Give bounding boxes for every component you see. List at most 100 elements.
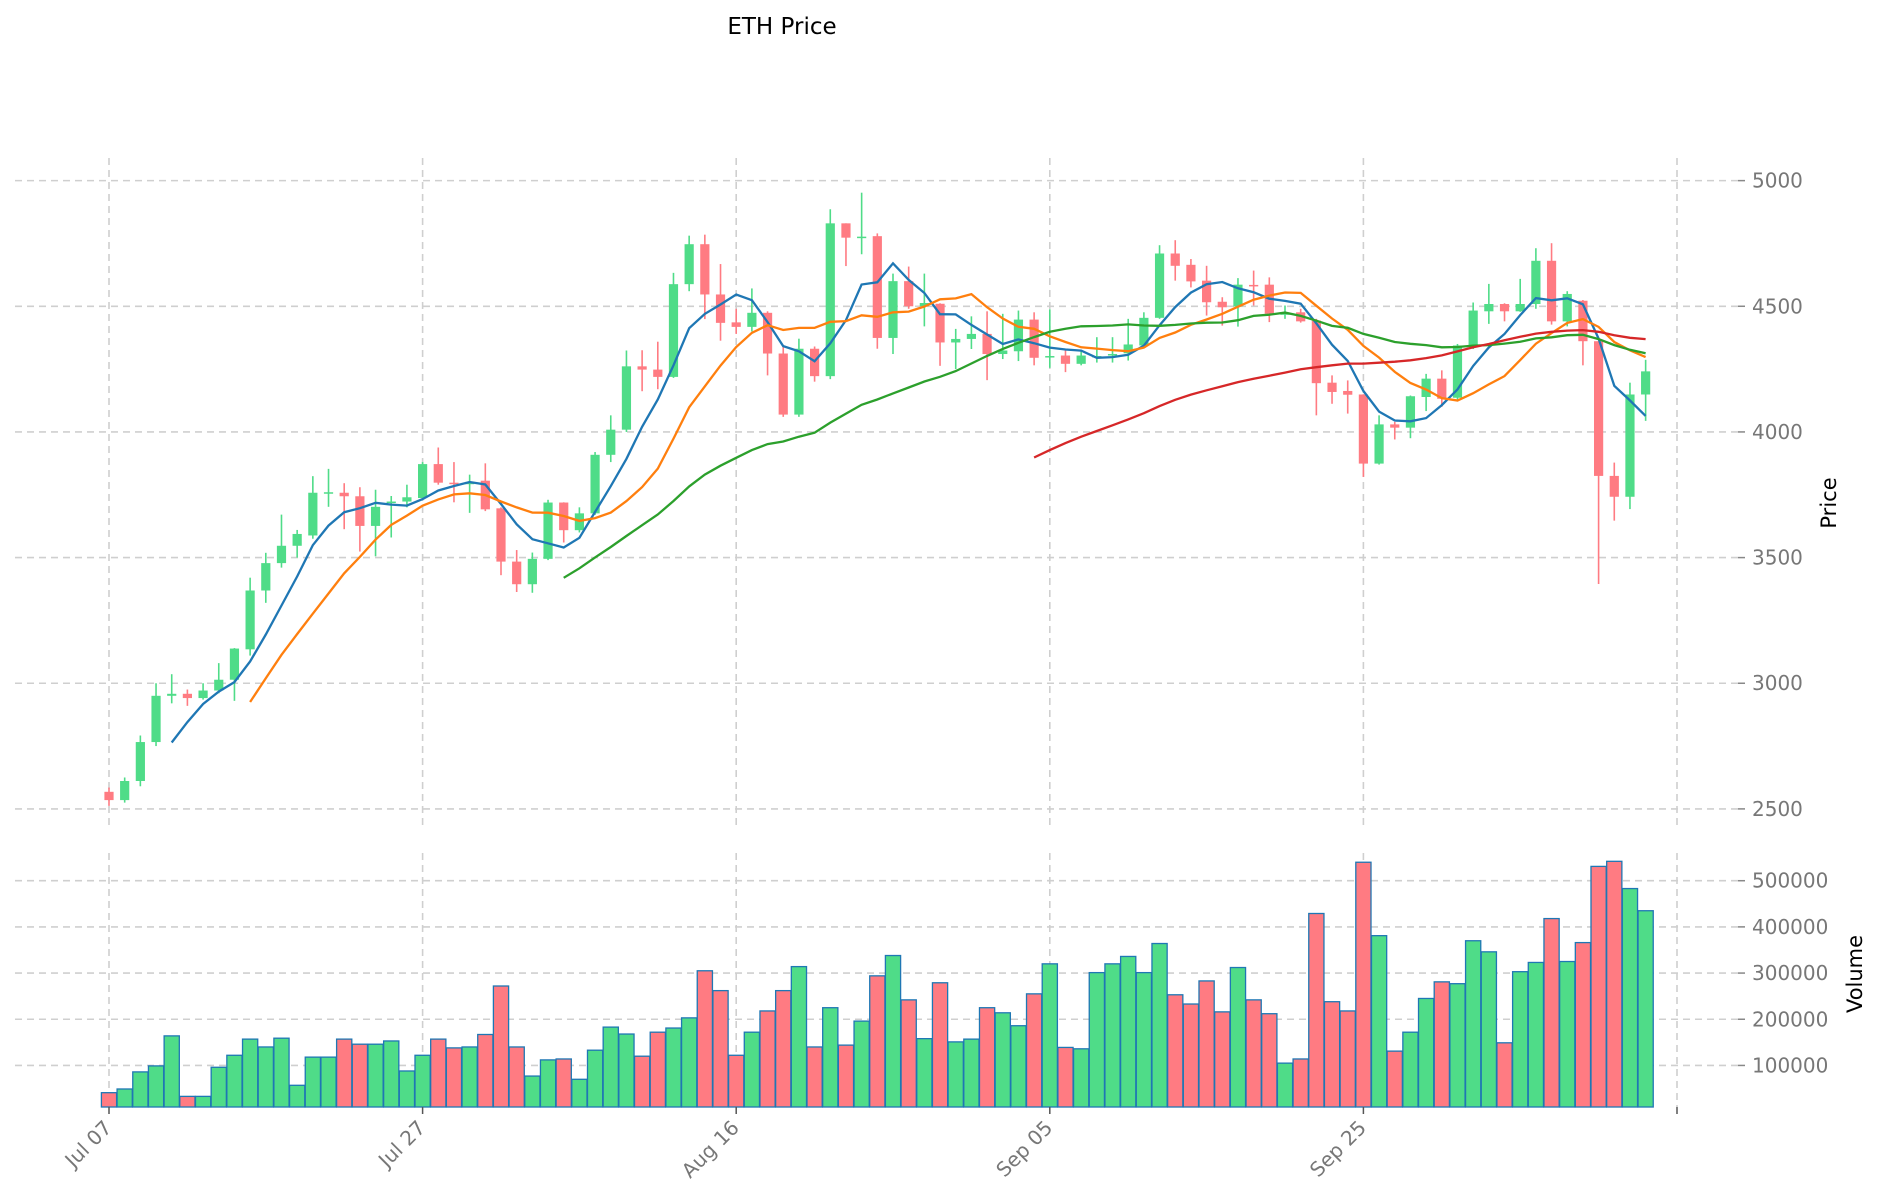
candle-down: [715, 294, 726, 323]
volume-bar: [837, 1044, 855, 1108]
volume-bar: [947, 1041, 964, 1108]
volume-bar: [1496, 1042, 1513, 1108]
volume-bar: [1543, 917, 1560, 1108]
candle-up: [747, 312, 757, 327]
candle-up: [1013, 319, 1024, 352]
candle-up: [245, 590, 255, 650]
candle-up: [386, 501, 396, 504]
candle-up: [198, 690, 208, 699]
volume-bar: [994, 1012, 1012, 1108]
sma-10-line: [249, 291, 1647, 703]
volume-bar: [1182, 1003, 1200, 1108]
candle-down: [1249, 284, 1259, 287]
volume-bar: [382, 1040, 400, 1108]
volume-bar: [1010, 1025, 1027, 1108]
candle-down: [104, 791, 114, 801]
volume-bar: [1308, 912, 1325, 1108]
volume-bar: [1480, 951, 1498, 1108]
volume-bar: [774, 989, 792, 1108]
candle-up: [135, 742, 145, 781]
candle-down: [841, 223, 851, 238]
candle-up: [1625, 394, 1635, 497]
volume-bar: [978, 1007, 996, 1108]
candle-up: [1280, 313, 1290, 315]
candle-up: [167, 693, 177, 696]
x-tick-label: Jul 07: [59, 1116, 117, 1174]
volume-bars: [100, 860, 1654, 1108]
volume-bar: [1088, 971, 1106, 1108]
candle-up: [825, 223, 835, 377]
candle-up: [590, 454, 600, 514]
volume-bar: [430, 1038, 447, 1108]
volume-bar: [586, 1049, 604, 1108]
volume-bar: [822, 1007, 839, 1108]
sma-5-line: [170, 261, 1647, 744]
volume-tick-label: 400000: [1752, 915, 1828, 939]
price-tick-label: 2500: [1752, 797, 1803, 821]
candle-down: [1358, 394, 1368, 464]
volume-bar: [1135, 971, 1153, 1108]
candle-up: [418, 464, 428, 499]
candle-down: [1499, 304, 1510, 312]
candle-down: [339, 492, 349, 497]
volume-tick-label: 100000: [1752, 1053, 1828, 1077]
candle-up: [966, 333, 976, 339]
volume-bar: [1261, 1013, 1278, 1108]
volume-bar: [445, 1047, 463, 1108]
candle-up: [1641, 371, 1651, 395]
volume-bar: [649, 1031, 667, 1108]
candle-up: [606, 429, 616, 455]
candle-up: [998, 350, 1008, 355]
volume-bar: [492, 985, 510, 1108]
candle-down: [433, 464, 443, 483]
volume-tick-label: 300000: [1752, 961, 1828, 985]
volume-bar: [226, 1054, 243, 1108]
candle-up: [621, 366, 632, 430]
candle-down: [1327, 382, 1337, 392]
price-tick-label: 3500: [1752, 546, 1803, 570]
candle-up: [1515, 304, 1525, 312]
candle-up: [1421, 378, 1431, 397]
volume-bar: [571, 1078, 588, 1108]
candle-up: [1123, 344, 1133, 354]
price-tick-label: 4500: [1752, 294, 1803, 318]
volume-bar: [680, 1017, 698, 1108]
price-tick-label: 5000: [1752, 169, 1803, 193]
volume-bar: [1386, 1050, 1404, 1108]
candle-up: [888, 281, 898, 338]
candle-down: [1311, 320, 1321, 384]
chart-title: ETH Price: [727, 14, 836, 40]
volume-bar: [884, 954, 902, 1108]
volume-bar: [1229, 966, 1247, 1108]
volume-bar: [477, 1033, 494, 1108]
candle-down: [1578, 300, 1588, 342]
volume-bar: [1057, 1046, 1074, 1108]
volume-bar: [1370, 935, 1388, 1108]
candle-down: [1594, 341, 1604, 476]
candle-up: [1139, 317, 1149, 346]
volume-bar: [335, 1038, 353, 1108]
volume-bar: [759, 1010, 776, 1108]
volume-bar: [743, 1031, 761, 1108]
candle-down: [653, 369, 663, 377]
x-tick-label: Sep 05: [991, 1116, 1057, 1182]
volume-bar: [1621, 887, 1639, 1108]
volume-bar: [1449, 983, 1466, 1108]
volume-bar: [727, 1054, 745, 1108]
volume-bar: [179, 1095, 196, 1108]
volume-bar: [241, 1038, 259, 1108]
volume-bar: [1574, 941, 1592, 1108]
volume-bar: [320, 1056, 337, 1108]
volume-bar: [869, 975, 886, 1108]
volume-bar: [304, 1056, 322, 1108]
candle-up: [214, 679, 224, 691]
volume-bar: [461, 1046, 478, 1108]
candle-up: [1076, 355, 1086, 364]
candle-up: [543, 502, 553, 559]
volume-tick-label: 200000: [1752, 1007, 1828, 1031]
candle-up: [1405, 396, 1416, 428]
candle-down: [904, 281, 914, 307]
candle-down: [1029, 319, 1039, 358]
candle-down: [1343, 390, 1353, 395]
